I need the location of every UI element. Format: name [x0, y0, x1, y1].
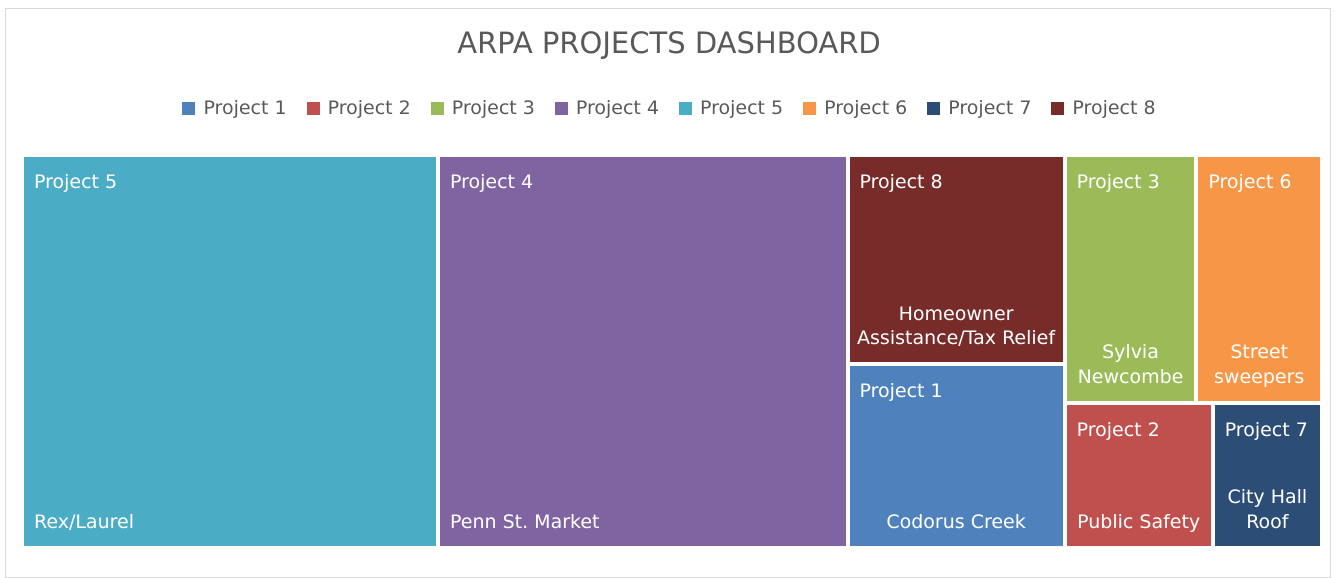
- tile-name: Project 4: [450, 171, 534, 193]
- treemap-tile: Project 2 Public Safety: [1066, 405, 1211, 546]
- legend-item: Project 2: [306, 97, 411, 119]
- legend-item: Project 7: [927, 97, 1031, 119]
- legend-swatch: [306, 101, 320, 115]
- tile-label: Street sweepers: [1214, 341, 1305, 388]
- legend-label: Project 4: [575, 97, 659, 119]
- treemap-tile: Project 3 Sylvia Newcombe: [1066, 157, 1195, 402]
- legend-swatch: [927, 101, 941, 115]
- tile-name: Project 8: [859, 171, 943, 193]
- legend-swatch: [554, 101, 568, 115]
- tile-name: Project 1: [859, 380, 943, 403]
- treemap-tile: Project 5 Rex/Laurel: [24, 157, 436, 546]
- treemap-tile: Project 1 Codorus Creek: [849, 366, 1063, 546]
- treemap-tile: Project 4 Penn St. Market: [440, 157, 846, 546]
- legend-label: Project 8: [1072, 97, 1156, 119]
- legend-label: Project 7: [948, 97, 1032, 119]
- legend-swatch: [430, 101, 444, 115]
- tile-name: Project 6: [1208, 171, 1292, 193]
- treemap-tile: Project 6 Street sweepers: [1198, 157, 1320, 402]
- legend-swatch: [803, 101, 817, 115]
- legend: Project 1 Project 2 Project 3 Project 4 Proj…: [0, 97, 1338, 119]
- chart-title: ARPA PROJECTS DASHBOARD: [457, 26, 881, 60]
- treemap-tile: Project 8 Homeowner Assistance/Tax Relief: [849, 157, 1063, 363]
- legend-item: Project 5: [679, 97, 783, 119]
- legend-item: Project 3: [430, 97, 535, 119]
- legend-swatch: [182, 101, 196, 115]
- legend-label: Project 6: [824, 97, 908, 119]
- tile-label: Public Safety: [1077, 510, 1201, 533]
- treemap-tile: Project 7 City Hall Roof: [1214, 405, 1320, 546]
- tile-name: Project 2: [1076, 419, 1160, 442]
- legend-item: Project 4: [554, 97, 659, 119]
- page: ARPA PROJECTS DASHBOARD Project 1 Project…: [0, 8, 1338, 578]
- legend-swatch: [679, 101, 692, 115]
- tile-label: Rex/Laurel: [34, 510, 134, 533]
- legend-swatch: [1051, 101, 1065, 115]
- tile-label: Codorus Creek: [886, 510, 1026, 533]
- tile-label: Sylvia Newcombe: [1077, 341, 1184, 388]
- tile-name: Project 5: [34, 171, 118, 193]
- legend-label: Project 3: [451, 97, 535, 119]
- legend-label: Project 5: [700, 97, 784, 119]
- legend-label: Project 2: [327, 97, 411, 119]
- legend-item: Project 8: [1051, 97, 1156, 119]
- legend-item: Project 1: [182, 97, 287, 119]
- legend-label: Project 1: [203, 97, 287, 119]
- tile-label: Penn St. Market: [450, 510, 600, 533]
- tile-name: Project 7: [1224, 419, 1308, 442]
- tile-name: Project 3: [1076, 171, 1160, 193]
- tile-label: City Hall Roof: [1227, 486, 1308, 533]
- tile-label: Homeowner Assistance/Tax Relief: [857, 302, 1056, 350]
- legend-item: Project 6: [803, 97, 907, 119]
